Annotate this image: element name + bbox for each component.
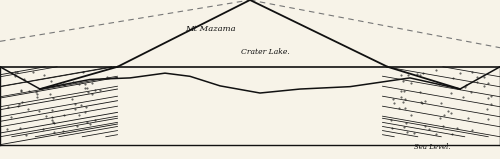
Text: Crater Lake.: Crater Lake.: [240, 48, 290, 56]
Polygon shape: [0, 67, 118, 137]
Text: Sea Level.: Sea Level.: [414, 143, 451, 151]
Text: Mt Mazama: Mt Mazama: [184, 25, 236, 33]
